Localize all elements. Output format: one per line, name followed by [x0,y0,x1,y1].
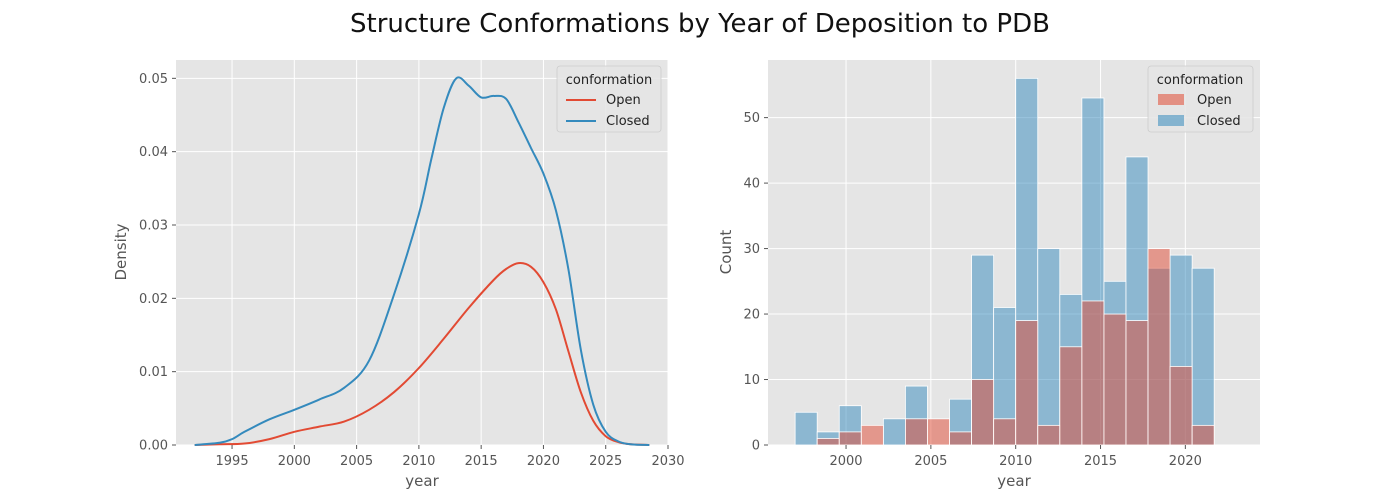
histogram-bar-open [1125,320,1149,446]
histogram-open-bars [816,248,1215,446]
histogram-bar-closed [1037,248,1061,446]
histogram-bar-open [927,418,950,446]
histogram-y-axis-label: Count [717,230,735,275]
histogram-x-tick-label: 2020 [1169,454,1202,469]
kde-y-tick-label: 0.03 [139,219,168,234]
histogram-bar-open [971,379,995,446]
histogram-bar-open [1103,313,1127,446]
histogram-bar-closed [1191,267,1215,446]
kde-legend-label-closed: Closed [606,114,650,129]
kde-x-tick-label: 2020 [527,454,560,469]
kde-y-axis-label: Density [112,223,130,280]
histogram-bar-closed [882,418,906,446]
count-histogram-chart: 2000 2005 2010 2015 2020 0 10 20 30 40 50 year Co… [717,60,1260,490]
kde-legend-label-open: Open [606,93,641,108]
histogram-x-axis-label: year [997,472,1031,490]
histogram-bar-open [1169,366,1193,446]
histogram-legend-label-open: Open [1197,93,1232,108]
histogram-bar-open [838,431,862,446]
kde-y-tick-label: 0.00 [139,439,168,454]
figure-title: Structure Conformations by Year of Depos… [350,9,1050,39]
histogram-bar-closed [794,411,818,446]
histogram-bar-open [1147,248,1171,446]
histogram-legend-swatch-closed [1158,115,1184,126]
histogram-bar-open [905,418,928,446]
histogram-bar-open [1059,346,1083,446]
kde-x-axis-label: year [405,472,439,490]
kde-y-tick-label: 0.04 [139,145,168,160]
kde-x-tick-label: 2005 [340,454,373,469]
histogram-bar-open [860,424,884,446]
kde-x-tick-label: 1995 [216,454,249,469]
histogram-bar-open [1191,424,1215,446]
kde-x-tick-label: 2030 [651,454,684,469]
histogram-bar-open [949,431,972,446]
kde-y-tick-label: 0.02 [139,292,168,307]
histogram-y-tick-labels: 0 10 20 30 40 50 [743,111,768,454]
kde-x-tick-labels: 1995 2000 2005 2010 2015 2020 2025 2030 [216,445,685,469]
histogram-y-tick-label: 0 [752,439,760,454]
kde-x-tick-label: 2025 [589,454,622,469]
kde-legend: conformation Open Closed [556,65,662,133]
kde-y-tick-label: 0.01 [139,365,168,380]
kde-line-open [194,262,650,446]
histogram-bar-open [1015,320,1039,446]
histogram-legend-title: conformation [1157,73,1244,88]
histogram-bar-open [1037,424,1061,446]
kde-y-tick-label: 0.05 [139,72,168,87]
kde-density-chart: 1995 2000 2005 2010 2015 2020 2025 2030 0.000.0… [112,60,685,490]
histogram-x-tick-labels: 2000 2005 2010 2015 2020 [829,445,1202,469]
kde-legend-title: conformation [566,73,653,88]
kde-y-tick-labels: 0.00 0.01 0.02 0.03 0.04 0.05 [139,72,176,454]
histogram-legend: conformation Open Closed [1147,65,1254,133]
histogram-y-tick-label: 50 [743,111,760,126]
kde-x-tick-label: 2010 [402,454,435,469]
histogram-bar-open [993,418,1017,446]
histogram-x-tick-label: 2005 [914,454,947,469]
kde-x-tick-label: 2015 [465,454,498,469]
histogram-y-tick-label: 40 [743,177,760,192]
kde-series-lines [194,76,650,446]
kde-line-closed [194,76,650,446]
histogram-bar-open [816,438,840,446]
histogram-y-tick-label: 30 [743,242,760,257]
kde-x-tick-label: 2000 [278,454,311,469]
histogram-x-tick-label: 2010 [999,454,1032,469]
histogram-x-tick-label: 2000 [829,454,862,469]
histogram-legend-swatch-open [1158,94,1184,105]
histogram-x-tick-label: 2015 [1084,454,1117,469]
histogram-bar-open [1081,300,1105,446]
histogram-y-tick-label: 20 [743,308,760,323]
histogram-legend-label-closed: Closed [1197,114,1241,129]
histogram-y-tick-label: 10 [743,373,760,388]
kde-legend-box [556,65,662,133]
